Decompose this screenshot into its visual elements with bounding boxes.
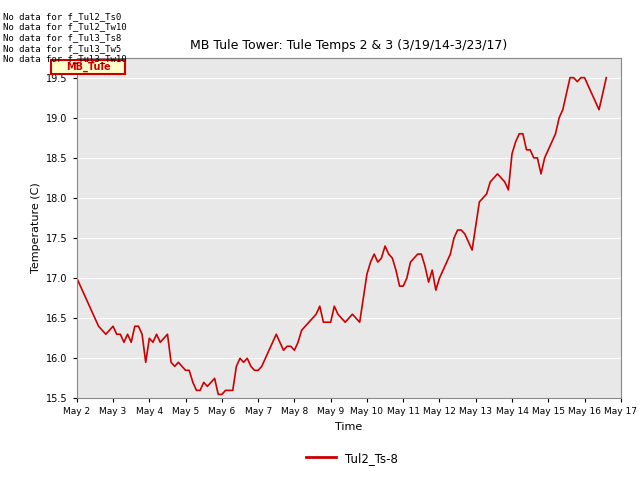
- Text: MB_Tule: MB_Tule: [66, 62, 110, 72]
- Text: No data for f_Tul3_Tw10: No data for f_Tul3_Tw10: [3, 54, 127, 63]
- Text: No data for f_Tul2_Ts0: No data for f_Tul2_Ts0: [3, 12, 122, 21]
- Text: No data for f_Tul2_Tw10: No data for f_Tul2_Tw10: [3, 23, 127, 32]
- Text: No data for f_Tul3_Ts8: No data for f_Tul3_Ts8: [3, 33, 122, 42]
- Text: No data for f_Tul3_Tw5: No data for f_Tul3_Tw5: [3, 44, 122, 53]
- X-axis label: Time: Time: [335, 422, 362, 432]
- Title: MB Tule Tower: Tule Temps 2 & 3 (3/19/14-3/23/17): MB Tule Tower: Tule Temps 2 & 3 (3/19/14…: [190, 39, 508, 52]
- Y-axis label: Temperature (C): Temperature (C): [31, 182, 40, 274]
- Legend: Tul2_Ts-8: Tul2_Ts-8: [301, 447, 403, 469]
